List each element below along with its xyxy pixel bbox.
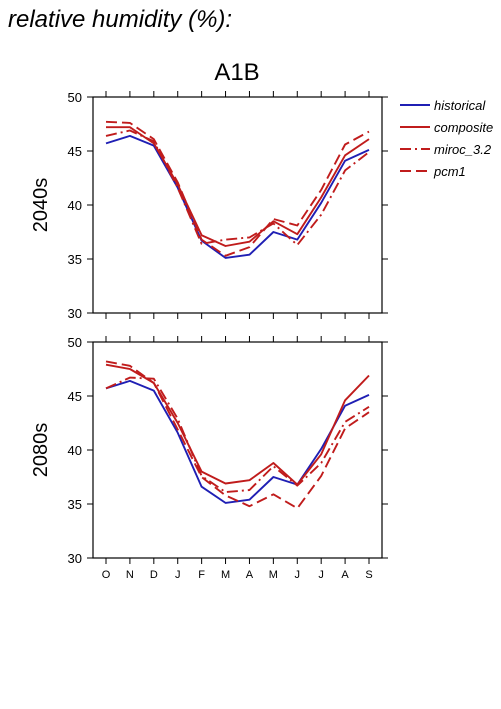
- legend: historical composite miroc_3.2 pcm1: [400, 98, 493, 179]
- row-label: 2040s: [30, 178, 52, 233]
- chart-panels: 30 35 40 45 50 2040s 30 35 40 45 50 O N D J F M A M J J A S 208…: [30, 90, 388, 581]
- x-tick-label: S: [365, 569, 372, 581]
- scenario-title: A1B: [214, 59, 259, 86]
- legend-label: composite: [434, 120, 493, 135]
- y-tick-label: 50: [68, 90, 82, 105]
- series-line-miroc_3.2: [105, 129, 370, 246]
- x-tick-label: M: [269, 569, 278, 581]
- panel-2080s: 30 35 40 45 50 O N D J F M A M J J A S 2080s: [30, 335, 388, 581]
- x-tick-label: J: [318, 569, 324, 581]
- legend-item-historical: historical: [400, 98, 486, 113]
- legend-label: pcm1: [433, 164, 466, 179]
- legend-label: historical: [434, 98, 486, 113]
- series-line-pcm1: [105, 360, 370, 510]
- legend-item-miroc: miroc_3.2: [400, 142, 492, 157]
- legend-item-pcm1: pcm1: [400, 164, 466, 179]
- x-tick-label: M: [221, 569, 230, 581]
- x-tick-label: N: [126, 569, 134, 581]
- y-tick-label: 50: [68, 335, 82, 350]
- x-tick-label: A: [341, 569, 349, 581]
- x-tick-label: J: [175, 569, 181, 581]
- plot-frame: [92, 96, 383, 314]
- y-tick-label: 30: [68, 551, 82, 566]
- y-tick-label: 35: [68, 497, 82, 512]
- series-line-composite: [105, 363, 370, 486]
- x-tick-label: D: [150, 569, 158, 581]
- y-tick-label: 45: [68, 144, 82, 159]
- series-line-historical: [105, 379, 370, 504]
- x-tick-label: O: [102, 569, 111, 581]
- plot-frame: [92, 341, 383, 559]
- series-line-historical: [105, 134, 370, 259]
- y-tick-label: 35: [68, 252, 82, 267]
- figure-title: relative humidity (%):: [8, 6, 232, 33]
- legend-item-composite: composite: [400, 120, 493, 135]
- panel-2040s: 30 35 40 45 50 2040s: [30, 90, 388, 321]
- y-tick-label: 40: [68, 443, 82, 458]
- x-tick-label: F: [198, 569, 205, 581]
- row-label: 2080s: [30, 423, 52, 478]
- y-tick-label: 40: [68, 198, 82, 213]
- x-tick-label: A: [246, 569, 254, 581]
- legend-label: miroc_3.2: [434, 142, 492, 157]
- series-line-miroc_3.2: [105, 376, 370, 494]
- series-line-composite: [106, 126, 370, 247]
- y-tick-label: 45: [68, 389, 82, 404]
- y-tick-label: 30: [68, 306, 82, 321]
- x-tick-label: J: [295, 569, 301, 581]
